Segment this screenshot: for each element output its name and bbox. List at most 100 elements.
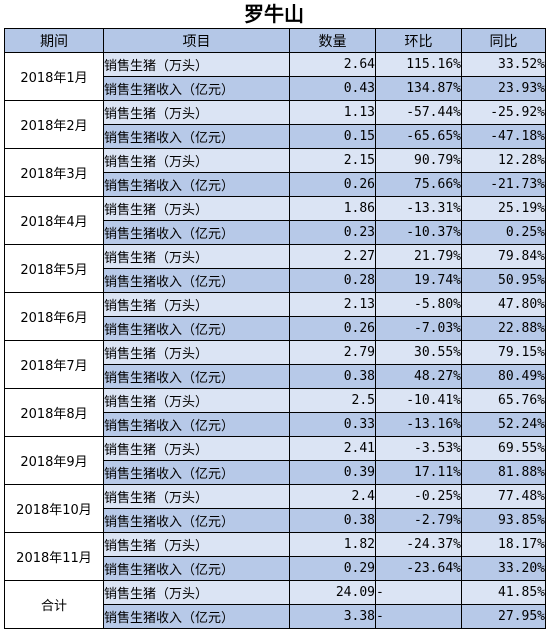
period-cell: 2018年6月 [4, 292, 104, 341]
table-row: 2018年7月 销售生猪（万头） 2.79 30.55% 79.15% [4, 340, 546, 389]
period-cell: 合计 [4, 580, 104, 629]
table-row: 销售生猪收入（亿元） 0.26 -7.03% 22.88% [5, 316, 546, 341]
yoy-cell: 52.24% [461, 412, 546, 437]
table-row: 销售生猪收入（亿元） 0.43 134.87% 23.93% [5, 76, 546, 101]
quantity-cell: 2.79 [289, 340, 376, 365]
quantity-cell: 0.39 [289, 460, 376, 485]
header-period: 期间 [4, 28, 104, 53]
mom-cell: -2.79% [375, 508, 462, 533]
quantity-cell: 0.28 [289, 268, 376, 293]
item-cell: 销售生猪收入（亿元） [103, 172, 290, 197]
quantity-cell: 0.38 [289, 364, 376, 389]
item-cell: 销售生猪（万头） [103, 148, 290, 173]
period-cell: 2018年7月 [4, 340, 104, 389]
table-row: 2018年5月 销售生猪（万头） 2.27 21.79% 79.84% [4, 244, 546, 293]
table-row: 2018年3月 销售生猪（万头） 2.15 90.79% 12.28% [4, 148, 546, 197]
yoy-cell: 81.88% [461, 460, 546, 485]
header-item: 项目 [103, 28, 290, 53]
table-row: 2018年6月 销售生猪（万头） 2.13 -5.80% 47.80% [4, 292, 546, 341]
table-row: 2018年10月 销售生猪（万头） 2.4 -0.25% 77.48% [4, 484, 546, 533]
mom-cell: -65.65% [375, 124, 462, 149]
period-cell: 2018年5月 [4, 244, 104, 293]
period-cell: 2018年11月 [4, 532, 104, 581]
yoy-cell: 93.85% [461, 508, 546, 533]
yoy-cell: 69.55% [461, 436, 546, 461]
quantity-cell: 2.5 [289, 388, 376, 413]
yoy-cell: 33.20% [461, 556, 546, 581]
period-cell: 2018年9月 [4, 436, 104, 485]
mom-cell: 75.66% [375, 172, 462, 197]
quantity-cell: 0.33 [289, 412, 376, 437]
yoy-cell: 0.25% [461, 220, 546, 245]
mom-cell: 19.74% [375, 268, 462, 293]
period-cell: 2018年1月 [4, 52, 104, 101]
item-cell: 销售生猪收入（亿元） [103, 508, 290, 533]
period-cell: 2018年4月 [4, 196, 104, 245]
sheet-title: 罗牛山 [244, 2, 304, 26]
mom-cell: 90.79% [375, 148, 462, 173]
mom-cell: -13.16% [375, 412, 462, 437]
yoy-cell: 18.17% [461, 532, 546, 557]
header-mom: 环比 [375, 28, 462, 53]
period-cell: 2018年2月 [4, 100, 104, 149]
mom-cell: -24.37% [375, 532, 462, 557]
item-cell: 销售生猪收入（亿元） [103, 604, 290, 629]
mom-cell: -7.03% [375, 316, 462, 341]
item-cell: 销售生猪（万头） [103, 436, 290, 461]
mom-cell: 17.11% [375, 460, 462, 485]
mom-cell: -10.37% [375, 220, 462, 245]
yoy-cell: -25.92% [461, 100, 546, 125]
quantity-cell: 2.13 [289, 292, 376, 317]
data-table: 期间 项目 数量 环比 同比 2018年1月 销售生猪（万头） 2.64 115.16… [4, 28, 546, 629]
table-row: 2018年1月 销售生猪（万头） 2.64 115.16% 33.52% [4, 52, 546, 101]
mom-cell: -13.31% [375, 196, 462, 221]
mom-cell: 115.16% [375, 52, 462, 77]
table-row: 销售生猪收入（亿元） 0.33 -13.16% 52.24% [5, 412, 546, 437]
item-cell: 销售生猪收入（亿元） [103, 76, 290, 101]
quantity-cell: 0.29 [289, 556, 376, 581]
quantity-cell: 1.13 [289, 100, 376, 125]
quantity-cell: 24.09 [289, 580, 376, 605]
yoy-cell: 79.15% [461, 340, 546, 365]
item-cell: 销售生猪（万头） [103, 340, 290, 365]
mom-cell: 48.27% [375, 364, 462, 389]
item-cell: 销售生猪收入（亿元） [103, 220, 290, 245]
table-row: 2018年2月 销售生猪（万头） 1.13 -57.44% -25.92% [4, 100, 546, 149]
period-cell: 2018年10月 [4, 484, 104, 533]
item-cell: 销售生猪收入（亿元） [103, 364, 290, 389]
yoy-cell: -21.73% [461, 172, 546, 197]
mom-cell: -57.44% [375, 100, 462, 125]
mom-cell: 21.79% [375, 244, 462, 269]
mom-cell: -10.41% [375, 388, 462, 413]
yoy-cell: 79.84% [461, 244, 546, 269]
item-cell: 销售生猪收入（亿元） [103, 268, 290, 293]
item-cell: 销售生猪（万头） [103, 292, 290, 317]
mom-cell: -0.25% [375, 484, 462, 509]
yoy-cell: 77.48% [461, 484, 546, 509]
yoy-cell: 65.76% [461, 388, 546, 413]
item-cell: 销售生猪收入（亿元） [103, 124, 290, 149]
yoy-cell: 25.19% [461, 196, 546, 221]
yoy-cell: 23.93% [461, 76, 546, 101]
item-cell: 销售生猪收入（亿元） [103, 460, 290, 485]
quantity-cell: 2.15 [289, 148, 376, 173]
quantity-cell: 1.82 [289, 532, 376, 557]
quantity-cell: 0.26 [289, 172, 376, 197]
item-cell: 销售生猪（万头） [103, 196, 290, 221]
quantity-cell: 2.4 [289, 484, 376, 509]
table-row: 销售生猪收入（亿元） 0.15 -65.65% -47.18% [5, 124, 546, 149]
table-row: 2018年9月 销售生猪（万头） 2.41 -3.53% 69.55% [4, 436, 546, 485]
table-row: 销售生猪收入（亿元） 0.39 17.11% 81.88% [5, 460, 546, 485]
period-cell: 2018年3月 [4, 148, 104, 197]
yoy-cell: 12.28% [461, 148, 546, 173]
header-yoy: 同比 [461, 28, 546, 53]
table-row: 销售生猪收入（亿元） 0.38 -2.79% 93.85% [5, 508, 546, 533]
quantity-cell: 0.43 [289, 76, 376, 101]
header-quantity: 数量 [289, 28, 376, 53]
quantity-cell: 2.27 [289, 244, 376, 269]
mom-cell: -5.80% [375, 292, 462, 317]
table-row: 2018年8月 销售生猪（万头） 2.5 -10.41% 65.76% [4, 388, 546, 437]
period-cell: 2018年8月 [4, 388, 104, 437]
table-row: 销售生猪收入（亿元） 0.38 48.27% 80.49% [5, 364, 546, 389]
mom-cell: 134.87% [375, 76, 462, 101]
